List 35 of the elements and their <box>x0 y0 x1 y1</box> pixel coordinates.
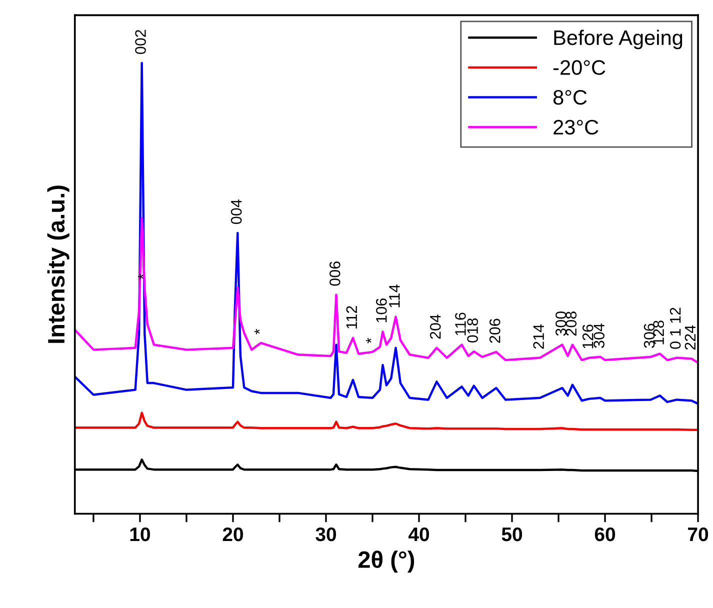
annotation: 206 <box>489 318 500 343</box>
annotation: 116 <box>455 312 466 336</box>
x-tick-label: 20 <box>222 527 243 542</box>
legend-label: 23°C <box>554 120 598 135</box>
annotation: 0 1 12 <box>670 308 681 349</box>
annotation: 224 <box>684 325 696 350</box>
annotation: 300 <box>556 311 566 336</box>
legend-label: Before Ageing <box>554 30 682 50</box>
annotation: 004 <box>230 200 242 224</box>
x-tick-label: 70 <box>688 527 708 542</box>
x-axis-title: 2θ (°) <box>358 550 414 573</box>
x-tick-label: 50 <box>502 527 522 542</box>
annotation: 126 <box>582 324 594 348</box>
legend-label: -20°C <box>553 60 606 75</box>
annotation: 306 <box>644 324 655 348</box>
annotation: 018 <box>467 318 478 343</box>
annotation: 106 <box>376 298 387 322</box>
annotation: 114 <box>389 284 400 308</box>
x-tick-label: 10 <box>130 527 150 542</box>
annotation: 208 <box>566 312 577 336</box>
annotation: 128 <box>653 320 664 344</box>
x-tick-label: 40 <box>408 527 430 542</box>
annotation: 002 <box>135 30 146 54</box>
x-tick-label: 60 <box>594 527 616 542</box>
annotation: 204 <box>430 314 441 339</box>
annotation: * <box>366 338 372 344</box>
annotation: * <box>138 274 144 280</box>
annotation: * <box>254 328 260 334</box>
x-tick-label: 30 <box>316 527 336 542</box>
annotation: 214 <box>533 324 544 349</box>
annotation: 006 <box>330 262 340 286</box>
legend-label: 8°C <box>553 90 587 105</box>
annotation: 112 <box>346 306 357 328</box>
annotation: 304 <box>594 324 604 348</box>
y-axis-title: Intensity (a.u.) <box>47 186 70 343</box>
